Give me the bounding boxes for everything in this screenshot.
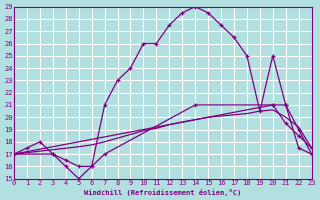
X-axis label: Windchill (Refroidissement éolien,°C): Windchill (Refroidissement éolien,°C) — [84, 189, 242, 196]
